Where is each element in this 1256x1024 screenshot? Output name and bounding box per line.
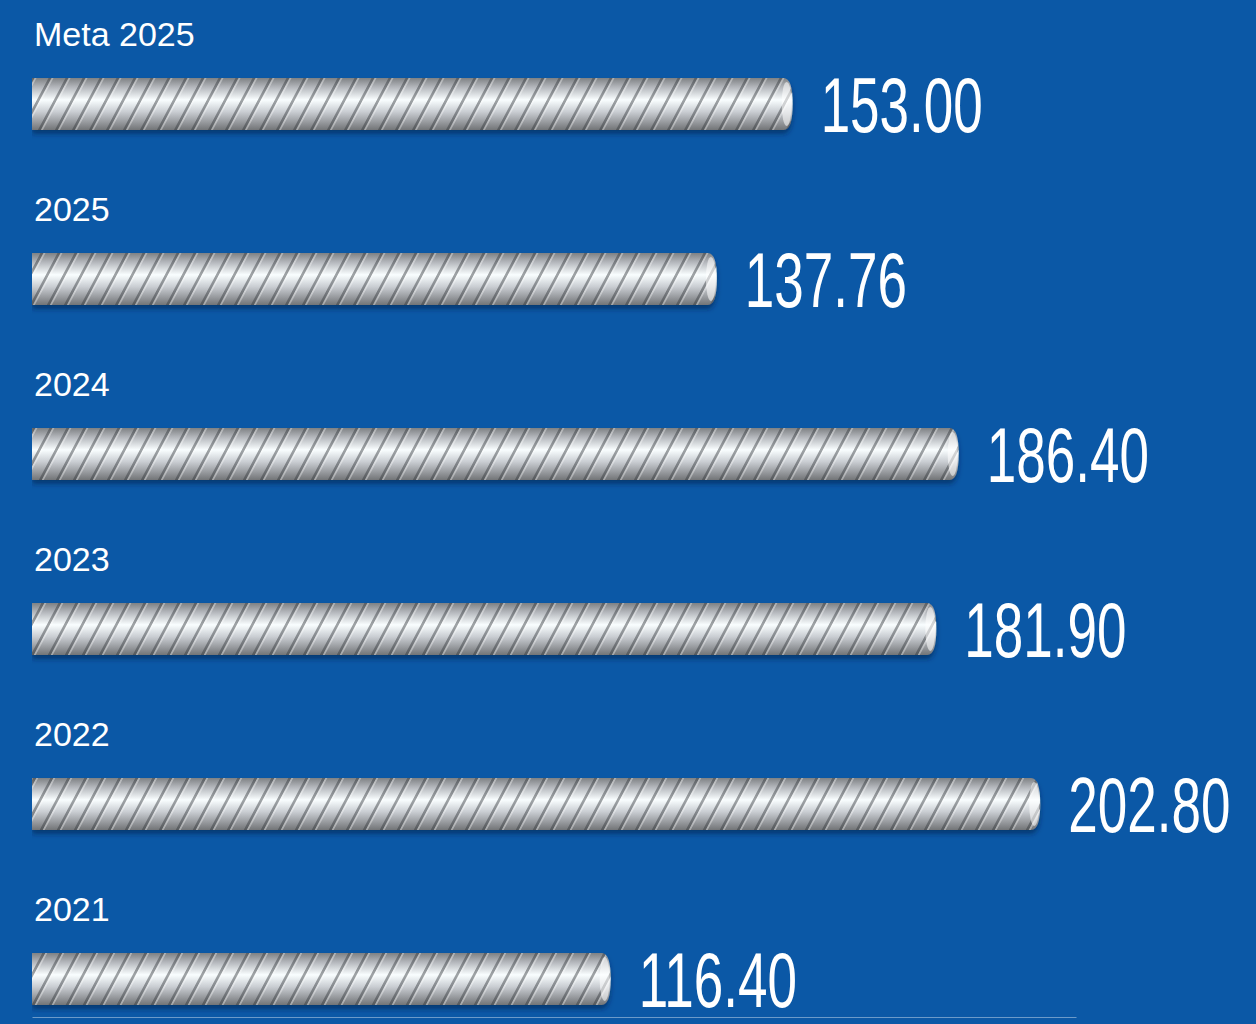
x-axis — [33, 1017, 1077, 1018]
bar-texture — [32, 953, 611, 1005]
bar — [32, 253, 717, 305]
category-label: Meta 2025 — [34, 15, 195, 53]
bar — [32, 428, 959, 480]
x-axis-line — [33, 1017, 1077, 1018]
chart-container: Meta 2025 2025 2024 2023 2022 2021 153.00 137.7… — [0, 0, 1256, 1024]
category-label: 2022 — [34, 715, 110, 753]
chart-svg: Meta 2025 2025 2024 2023 2022 2021 153.00 137.7… — [0, 0, 1256, 1024]
data-label: 153.00 — [821, 62, 983, 149]
bar-texture — [32, 778, 1040, 830]
data-label: 186.40 — [987, 412, 1149, 499]
bar — [32, 953, 611, 1005]
data-labels: 153.00 137.76 186.40 181.90 202.80 116.40 — [639, 62, 1231, 1024]
category-label: 2023 — [34, 540, 110, 578]
category-label: 2021 — [34, 890, 110, 928]
bar-end — [925, 607, 935, 651]
bar-end — [782, 82, 792, 126]
data-label: 181.90 — [964, 587, 1126, 674]
category-label: 2024 — [34, 365, 110, 403]
bar-end — [948, 432, 958, 476]
bar-texture — [32, 78, 793, 130]
bar — [32, 603, 936, 655]
bar-end — [706, 257, 716, 301]
data-label: 202.80 — [1068, 762, 1230, 849]
background — [0, 0, 1256, 1024]
data-label: 137.76 — [745, 237, 907, 324]
bar-texture — [32, 253, 717, 305]
category-label: 2025 — [34, 190, 110, 228]
bar — [32, 778, 1040, 830]
bar — [32, 78, 793, 130]
bars — [32, 78, 1040, 1005]
bar-end — [1029, 782, 1039, 826]
bar-end — [600, 957, 610, 1001]
data-label: 116.40 — [639, 937, 797, 1024]
bar-texture — [32, 603, 936, 655]
bar-texture — [32, 428, 959, 480]
